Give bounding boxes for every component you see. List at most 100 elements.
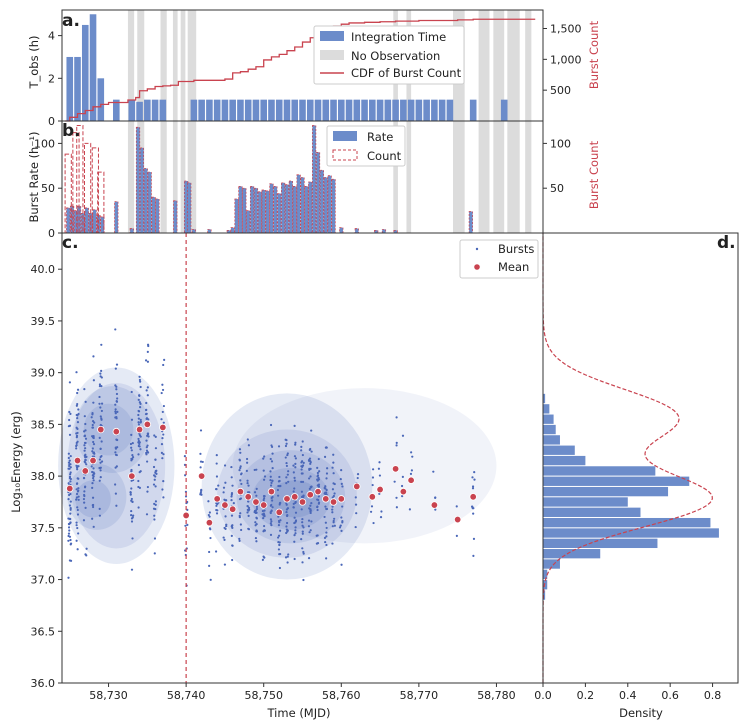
rate-bar xyxy=(288,180,293,234)
tick-label-d-x: 0.6 xyxy=(661,689,679,702)
burst-point xyxy=(285,481,288,485)
burst-point xyxy=(246,482,249,485)
burst-point xyxy=(279,484,282,488)
burst-point xyxy=(207,513,210,517)
burst-point xyxy=(139,448,142,451)
burst-point xyxy=(76,388,80,391)
burst-point xyxy=(85,547,88,550)
burst-point xyxy=(216,502,219,506)
burst-point xyxy=(130,509,133,513)
panel-c-xlabel: Time (MJD) xyxy=(267,706,331,720)
rate-bar xyxy=(354,228,359,234)
rate-bar xyxy=(253,187,259,234)
burst-point xyxy=(285,528,288,531)
burst-point xyxy=(271,479,274,482)
burst-point xyxy=(400,484,404,488)
burst-point xyxy=(238,469,241,472)
burst-point xyxy=(69,463,72,466)
burst-point xyxy=(294,511,298,514)
burst-point xyxy=(255,507,258,511)
burst-point xyxy=(318,470,321,473)
mean-point xyxy=(314,487,322,496)
burst-point xyxy=(308,458,311,461)
panel-a xyxy=(65,10,536,122)
burst-point xyxy=(240,482,243,486)
mean-point xyxy=(205,518,214,527)
panel-c-ylabel: Log₁₀Energy (erg) xyxy=(9,411,23,513)
burst-point xyxy=(408,508,411,511)
burst-point xyxy=(300,490,304,493)
mean-point xyxy=(291,493,299,501)
burst-point xyxy=(114,492,117,495)
burst-point xyxy=(161,437,164,440)
burst-point xyxy=(92,401,95,404)
burst-point xyxy=(83,460,86,463)
density-bar xyxy=(543,549,601,559)
burst-point xyxy=(255,487,258,491)
burst-point xyxy=(98,385,102,388)
burst-point xyxy=(325,472,329,475)
burst-point xyxy=(246,438,249,441)
burst-point xyxy=(292,490,295,493)
burst-point xyxy=(269,504,272,507)
burst-point xyxy=(278,541,281,544)
burst-point xyxy=(371,468,375,471)
burst-point xyxy=(293,557,296,561)
burst-point xyxy=(284,456,287,459)
burst-point xyxy=(115,504,118,507)
no-observation-band-a xyxy=(525,10,532,121)
burst-point xyxy=(285,503,288,506)
burst-point xyxy=(331,505,334,508)
burst-point xyxy=(92,525,95,528)
burst-point xyxy=(309,461,312,464)
burst-point xyxy=(232,502,235,505)
burst-point xyxy=(146,386,149,389)
burst-point xyxy=(155,472,158,475)
mean-point xyxy=(337,495,345,503)
burst-point xyxy=(83,415,86,418)
burst-point xyxy=(75,521,78,524)
burst-point xyxy=(147,418,150,421)
burst-point xyxy=(230,476,233,479)
burst-point xyxy=(255,468,258,471)
burst-point xyxy=(69,412,72,415)
legend-b-swatch-count xyxy=(332,149,358,161)
burst-point xyxy=(137,398,140,401)
burst-point xyxy=(269,518,273,521)
burst-point xyxy=(324,521,327,524)
burst-point xyxy=(278,475,281,479)
burst-point xyxy=(324,491,327,494)
burst-point xyxy=(230,491,234,495)
burst-point xyxy=(137,463,140,467)
burst-point xyxy=(240,473,243,476)
burst-point xyxy=(287,480,290,483)
burst-point xyxy=(223,563,227,566)
burst-point xyxy=(201,460,204,464)
burst-point xyxy=(92,467,95,470)
burst-point xyxy=(253,468,256,472)
burst-point xyxy=(309,510,312,513)
density-bar xyxy=(543,404,550,414)
burst-point xyxy=(68,467,71,470)
burst-point xyxy=(131,454,134,457)
burst-point xyxy=(332,472,335,475)
burst-point xyxy=(278,566,282,570)
burst-point xyxy=(254,536,258,540)
burst-point xyxy=(138,445,141,448)
burst-point xyxy=(83,388,86,391)
burst-point xyxy=(75,498,78,501)
burst-point xyxy=(144,408,148,412)
rate-bar xyxy=(304,186,309,234)
burst-point xyxy=(277,534,281,537)
burst-point xyxy=(301,440,304,443)
burst-point xyxy=(331,488,335,491)
burst-point xyxy=(224,481,227,484)
mean-point xyxy=(469,493,477,501)
burst-point xyxy=(130,390,133,394)
burst-point xyxy=(145,446,148,449)
burst-point xyxy=(75,441,78,445)
burst-point xyxy=(91,517,94,520)
burst-point xyxy=(269,533,273,536)
burst-point xyxy=(310,501,313,505)
burst-point xyxy=(84,400,87,403)
